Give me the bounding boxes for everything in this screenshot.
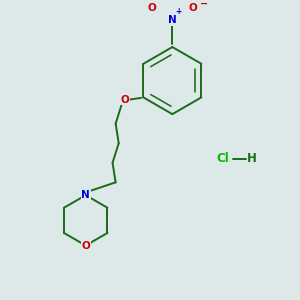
Text: N: N — [168, 16, 177, 26]
Text: O: O — [147, 3, 156, 13]
Text: −: − — [200, 0, 208, 9]
Text: O: O — [189, 3, 198, 13]
Text: Cl: Cl — [216, 152, 229, 165]
Text: N: N — [81, 190, 90, 200]
Text: +: + — [176, 7, 182, 16]
Text: H: H — [247, 152, 257, 165]
Text: O: O — [121, 94, 130, 105]
Text: O: O — [81, 241, 90, 250]
